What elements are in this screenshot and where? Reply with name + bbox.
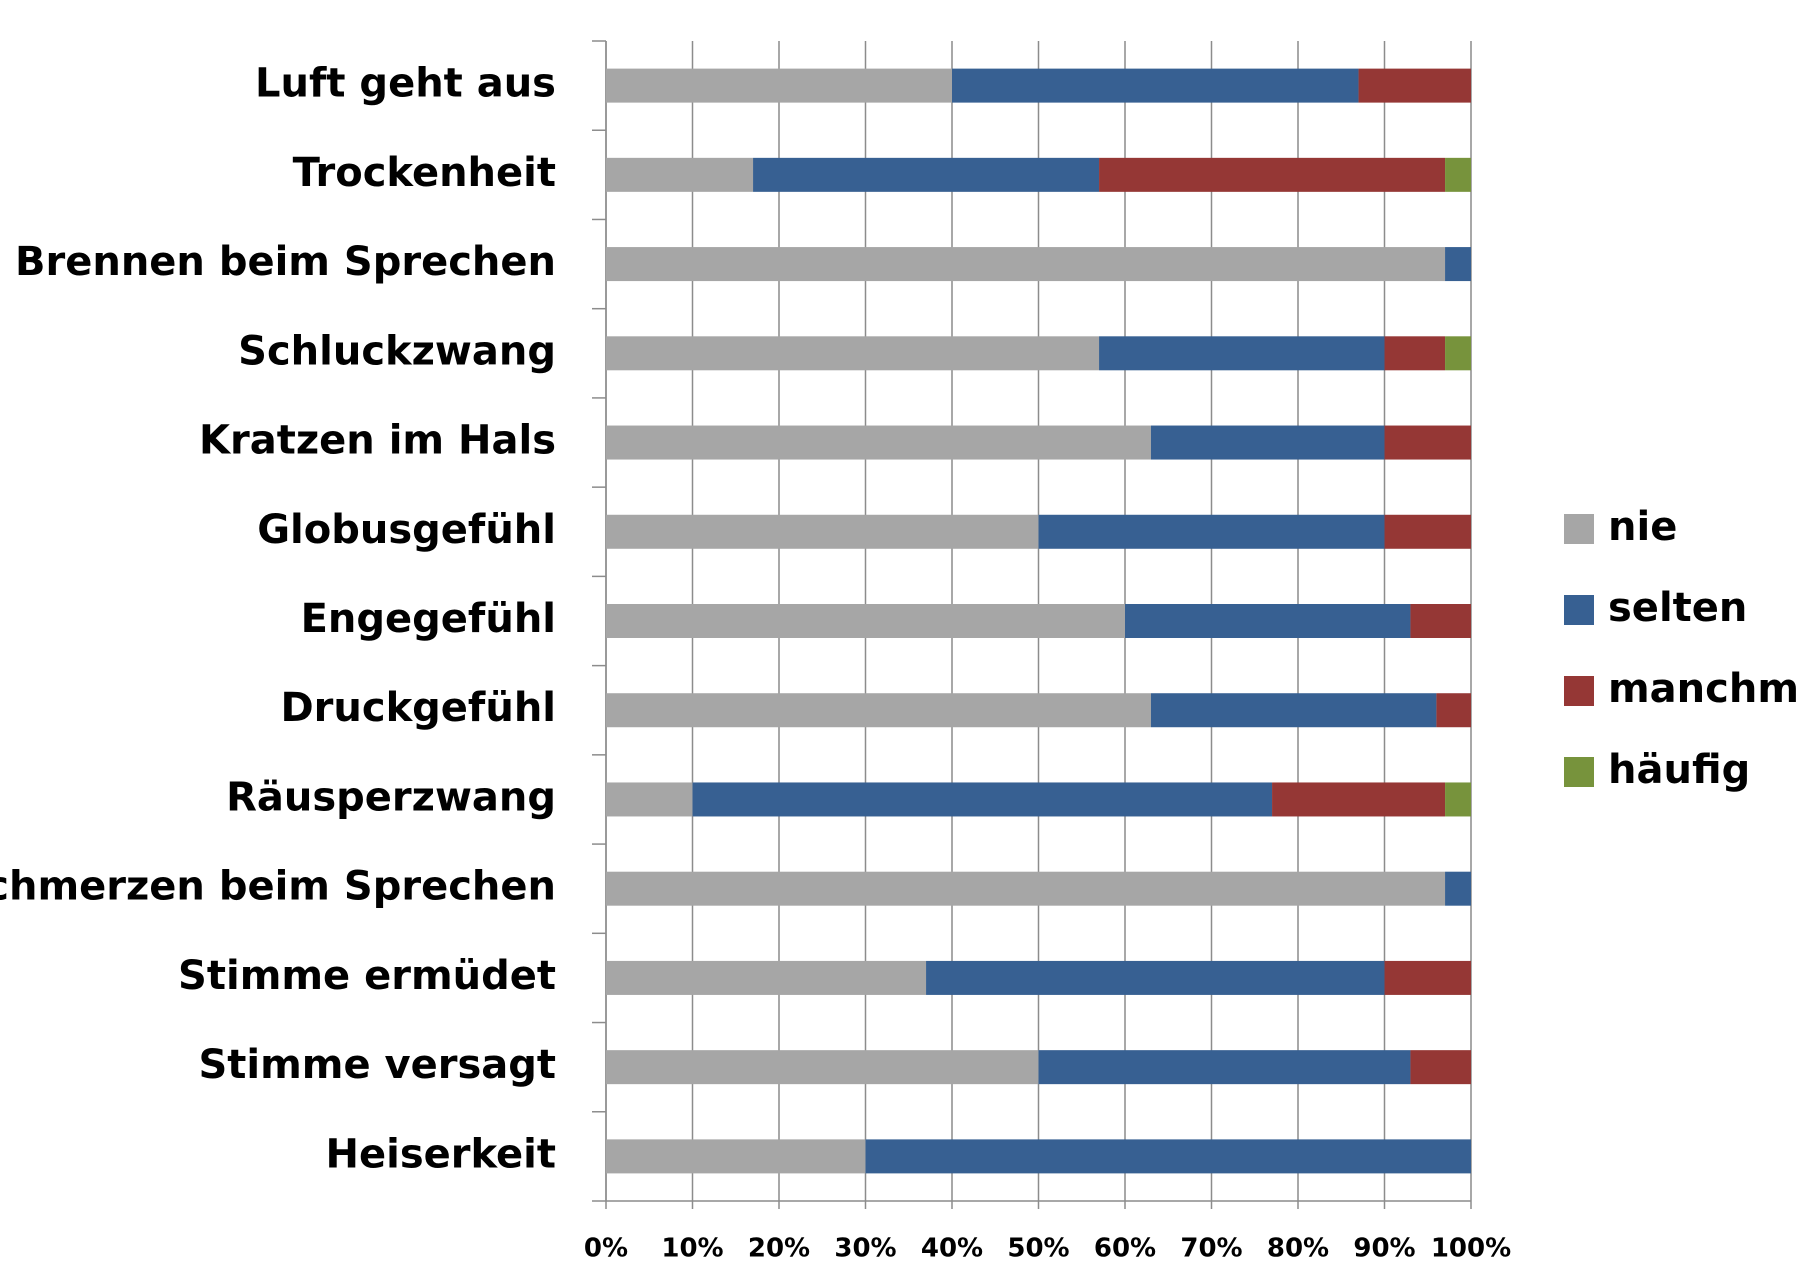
bar-segment	[606, 1050, 1039, 1085]
bar-segment	[606, 68, 952, 103]
bar-segment	[1358, 68, 1471, 103]
bar-segment	[1384, 960, 1471, 995]
bar-segment	[1410, 1050, 1471, 1085]
bar-segment	[1125, 604, 1411, 638]
bar-segment	[1384, 514, 1471, 549]
bar-segment	[753, 157, 1100, 192]
y-tick-label: Druckgefühl	[280, 685, 556, 731]
bar-segment	[1384, 425, 1471, 460]
bar-segment	[1436, 693, 1471, 728]
x-tick-label: 40%	[921, 1234, 983, 1262]
legend-swatch	[1564, 514, 1594, 544]
y-tick-label: Stimme ermüdet	[178, 953, 556, 999]
bar-segment	[1445, 336, 1471, 371]
bar-segment	[606, 247, 1446, 282]
x-tick-label: 30%	[834, 1234, 896, 1262]
y-tick-label: Trockenheit	[293, 150, 556, 196]
x-tick-label: 10%	[661, 1234, 723, 1262]
bar-segment	[1150, 693, 1437, 728]
legend-label: selten	[1608, 585, 1747, 631]
y-tick-label: Schluckzwang	[238, 328, 556, 374]
x-tick-label: 90%	[1353, 1234, 1415, 1262]
bar-segment	[606, 604, 1125, 638]
y-tick-label: Stimme versagt	[198, 1042, 556, 1088]
bar-segment	[1445, 247, 1471, 282]
bar-segment	[606, 514, 1039, 549]
legend-swatch	[1564, 757, 1594, 787]
y-tick-label: Räusperzwang	[226, 774, 556, 820]
bar-segment	[1099, 336, 1385, 371]
bar-segment	[1384, 336, 1446, 371]
bar-segment	[1410, 604, 1471, 638]
legend-label: manchm	[1608, 666, 1797, 712]
y-tick-label: chmerzen beim Sprechen	[0, 864, 556, 910]
bar-segment	[865, 1139, 1471, 1174]
bar-segment	[606, 157, 754, 192]
bar-segment	[606, 782, 693, 817]
bar-segment	[606, 871, 1446, 906]
bar-segment	[606, 425, 1151, 460]
bar-segment	[606, 336, 1100, 371]
x-tick-label: 50%	[1007, 1234, 1069, 1262]
x-tick-label: 20%	[748, 1234, 810, 1262]
bar-segment	[692, 782, 1273, 817]
x-tick-label: 60%	[1094, 1234, 1156, 1262]
legend-label: häufig	[1608, 747, 1750, 793]
bar-segment	[952, 68, 1359, 103]
bar-segment	[1150, 425, 1385, 460]
y-tick-label: Kratzen im Hals	[199, 418, 556, 464]
bar-segment	[606, 960, 927, 995]
bar-segment	[1445, 871, 1471, 906]
x-tick-label: 100%	[1431, 1234, 1511, 1262]
bar-segment	[606, 1139, 866, 1174]
bar-segment	[1038, 514, 1385, 549]
y-tick-label: Luft geht aus	[255, 61, 556, 107]
bar-segment	[1445, 782, 1471, 817]
bar-segment	[1038, 1050, 1411, 1085]
bar-segment	[926, 960, 1385, 995]
y-tick-label: Heiserkeit	[326, 1131, 556, 1177]
legend-swatch	[1564, 676, 1594, 706]
legend-swatch	[1564, 595, 1594, 625]
legend-label: nie	[1608, 504, 1677, 550]
x-tick-label: 80%	[1267, 1234, 1329, 1262]
x-tick-label: 70%	[1180, 1234, 1242, 1262]
bar-segment	[1445, 157, 1471, 192]
bar-segment	[1272, 782, 1446, 817]
y-tick-label: Globusgefühl	[257, 507, 556, 553]
y-tick-label: Engegefühl	[301, 596, 556, 642]
bar-segment	[606, 693, 1151, 728]
y-tick-label: Brennen beim Sprechen	[15, 239, 556, 285]
x-tick-label: 0%	[584, 1234, 628, 1262]
bar-segment	[1099, 157, 1446, 192]
